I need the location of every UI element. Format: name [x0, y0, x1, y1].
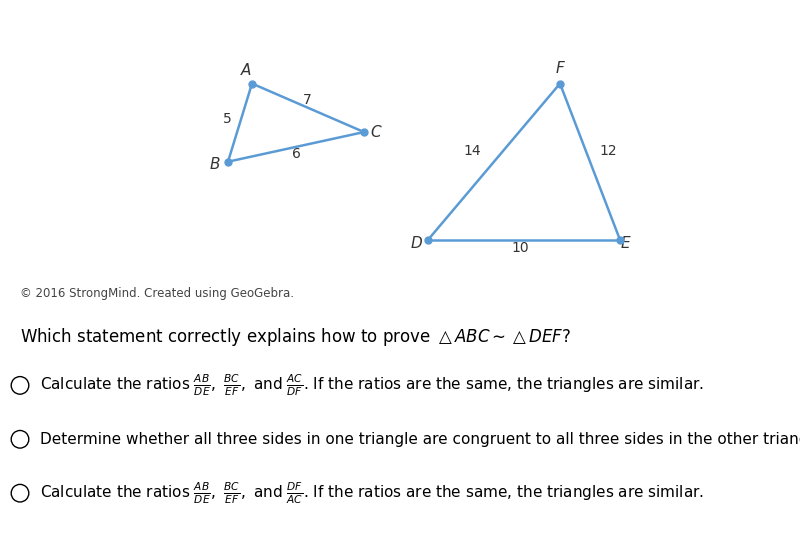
Text: Calculate the ratios $\frac{AB}{DE},\ \frac{BC}{EF},\ $and $\frac{AC}{DF}$. If t: Calculate the ratios $\frac{AB}{DE},\ \f… [40, 372, 704, 398]
Text: Calculate the ratios $\frac{AB}{DE},\ \frac{BC}{EF},\ $and $\frac{DF}{AC}$. If t: Calculate the ratios $\frac{AB}{DE},\ \f… [40, 480, 704, 506]
Text: C: C [370, 125, 382, 140]
Text: 12: 12 [599, 144, 617, 158]
Text: D: D [410, 236, 422, 251]
Text: Which statement correctly explains how to prove $\triangle ABC \sim \triangle DE: Which statement correctly explains how t… [20, 326, 571, 348]
Text: 10: 10 [511, 241, 529, 255]
Text: Determine whether all three sides in one triangle are congruent to all three sid: Determine whether all three sides in one… [40, 432, 800, 447]
Text: 14: 14 [463, 144, 481, 158]
Text: © 2016 StrongMind. Created using GeoGebra.: © 2016 StrongMind. Created using GeoGebr… [20, 287, 294, 300]
Text: 5: 5 [223, 112, 231, 126]
Text: F: F [556, 61, 564, 77]
Text: 7: 7 [303, 93, 311, 107]
Text: E: E [621, 236, 630, 251]
Text: B: B [209, 157, 220, 172]
Text: 6: 6 [291, 147, 301, 161]
Text: A: A [242, 63, 251, 78]
